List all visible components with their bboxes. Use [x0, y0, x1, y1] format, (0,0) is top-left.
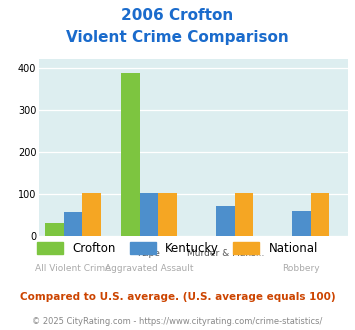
Bar — [311, 193, 329, 236]
Text: Compared to U.S. average. (U.S. average equals 100): Compared to U.S. average. (U.S. average … — [20, 292, 335, 302]
Bar — [121, 73, 140, 236]
Text: Robbery: Robbery — [283, 264, 320, 273]
Legend: Crofton, Kentucky, National: Crofton, Kentucky, National — [32, 237, 323, 260]
Bar — [216, 206, 235, 236]
Text: Murder & Mans...: Murder & Mans... — [186, 249, 264, 258]
Text: Aggravated Assault: Aggravated Assault — [105, 264, 193, 273]
Bar — [158, 193, 177, 236]
Bar — [82, 193, 101, 236]
Text: All Violent Crime: All Violent Crime — [35, 264, 111, 273]
Text: 2006 Crofton: 2006 Crofton — [121, 8, 234, 23]
Bar — [45, 223, 64, 236]
Bar — [64, 212, 82, 236]
Text: Rape: Rape — [138, 249, 160, 258]
Bar — [140, 193, 158, 236]
Bar — [235, 193, 253, 236]
Bar — [292, 211, 311, 236]
Text: Violent Crime Comparison: Violent Crime Comparison — [66, 30, 289, 45]
Text: © 2025 CityRating.com - https://www.cityrating.com/crime-statistics/: © 2025 CityRating.com - https://www.city… — [32, 317, 323, 326]
